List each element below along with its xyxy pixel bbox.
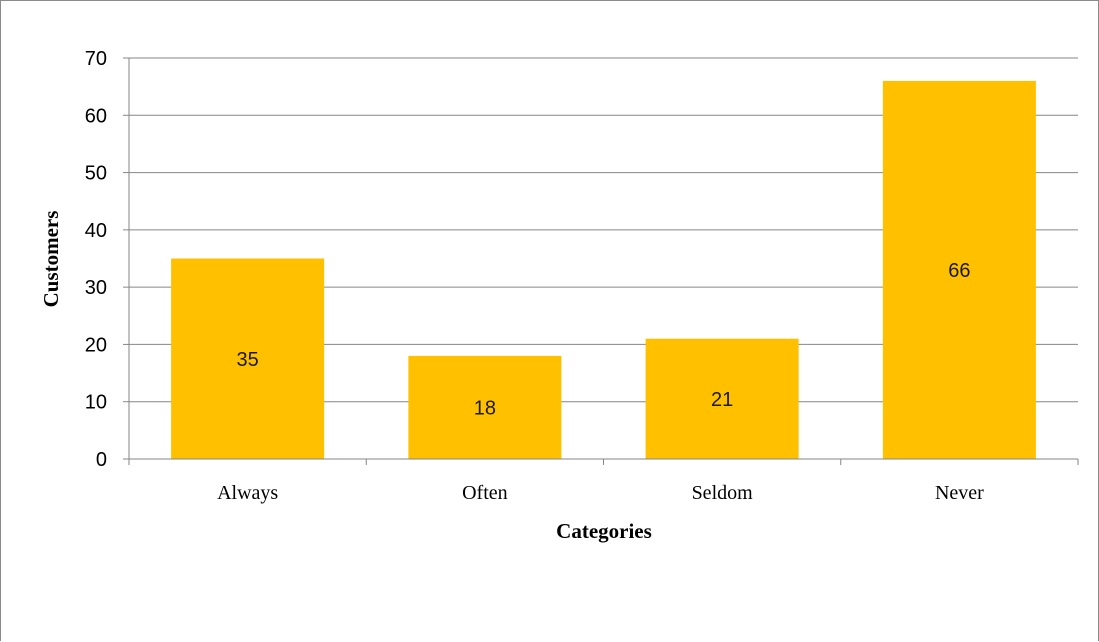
y-tick-label: 30 [85, 277, 107, 299]
x-axis-title: Categories [556, 519, 652, 543]
data-label: 35 [237, 349, 259, 371]
x-tick-label: Seldom [692, 482, 754, 504]
y-tick-label: 40 [85, 220, 107, 242]
x-tick-label: Often [462, 482, 508, 504]
data-label: 21 [711, 389, 733, 411]
y-tick-label: 50 [85, 163, 107, 185]
y-tick-label: 0 [96, 449, 107, 471]
x-tick-label: Never [935, 482, 984, 504]
bars [171, 80, 1036, 460]
bar-often [408, 355, 562, 459]
data-label: 18 [474, 397, 496, 419]
x-tick-label: Always [217, 482, 278, 504]
labels: 0 10 20 30 40 50 60 70 35 Always 18 Often 21 Seldom 66… [85, 48, 984, 504]
y-tick-label: 20 [85, 334, 107, 356]
y-tick-label: 70 [85, 48, 107, 70]
y-axis-title: Customers [39, 211, 63, 308]
bar-always [171, 258, 325, 459]
bar-seldom [645, 338, 799, 459]
bar-never [882, 80, 1036, 460]
y-tick-label: 60 [85, 105, 107, 127]
y-tick-label: 10 [85, 392, 107, 414]
axes [123, 57, 1079, 465]
data-label: 66 [948, 260, 970, 282]
